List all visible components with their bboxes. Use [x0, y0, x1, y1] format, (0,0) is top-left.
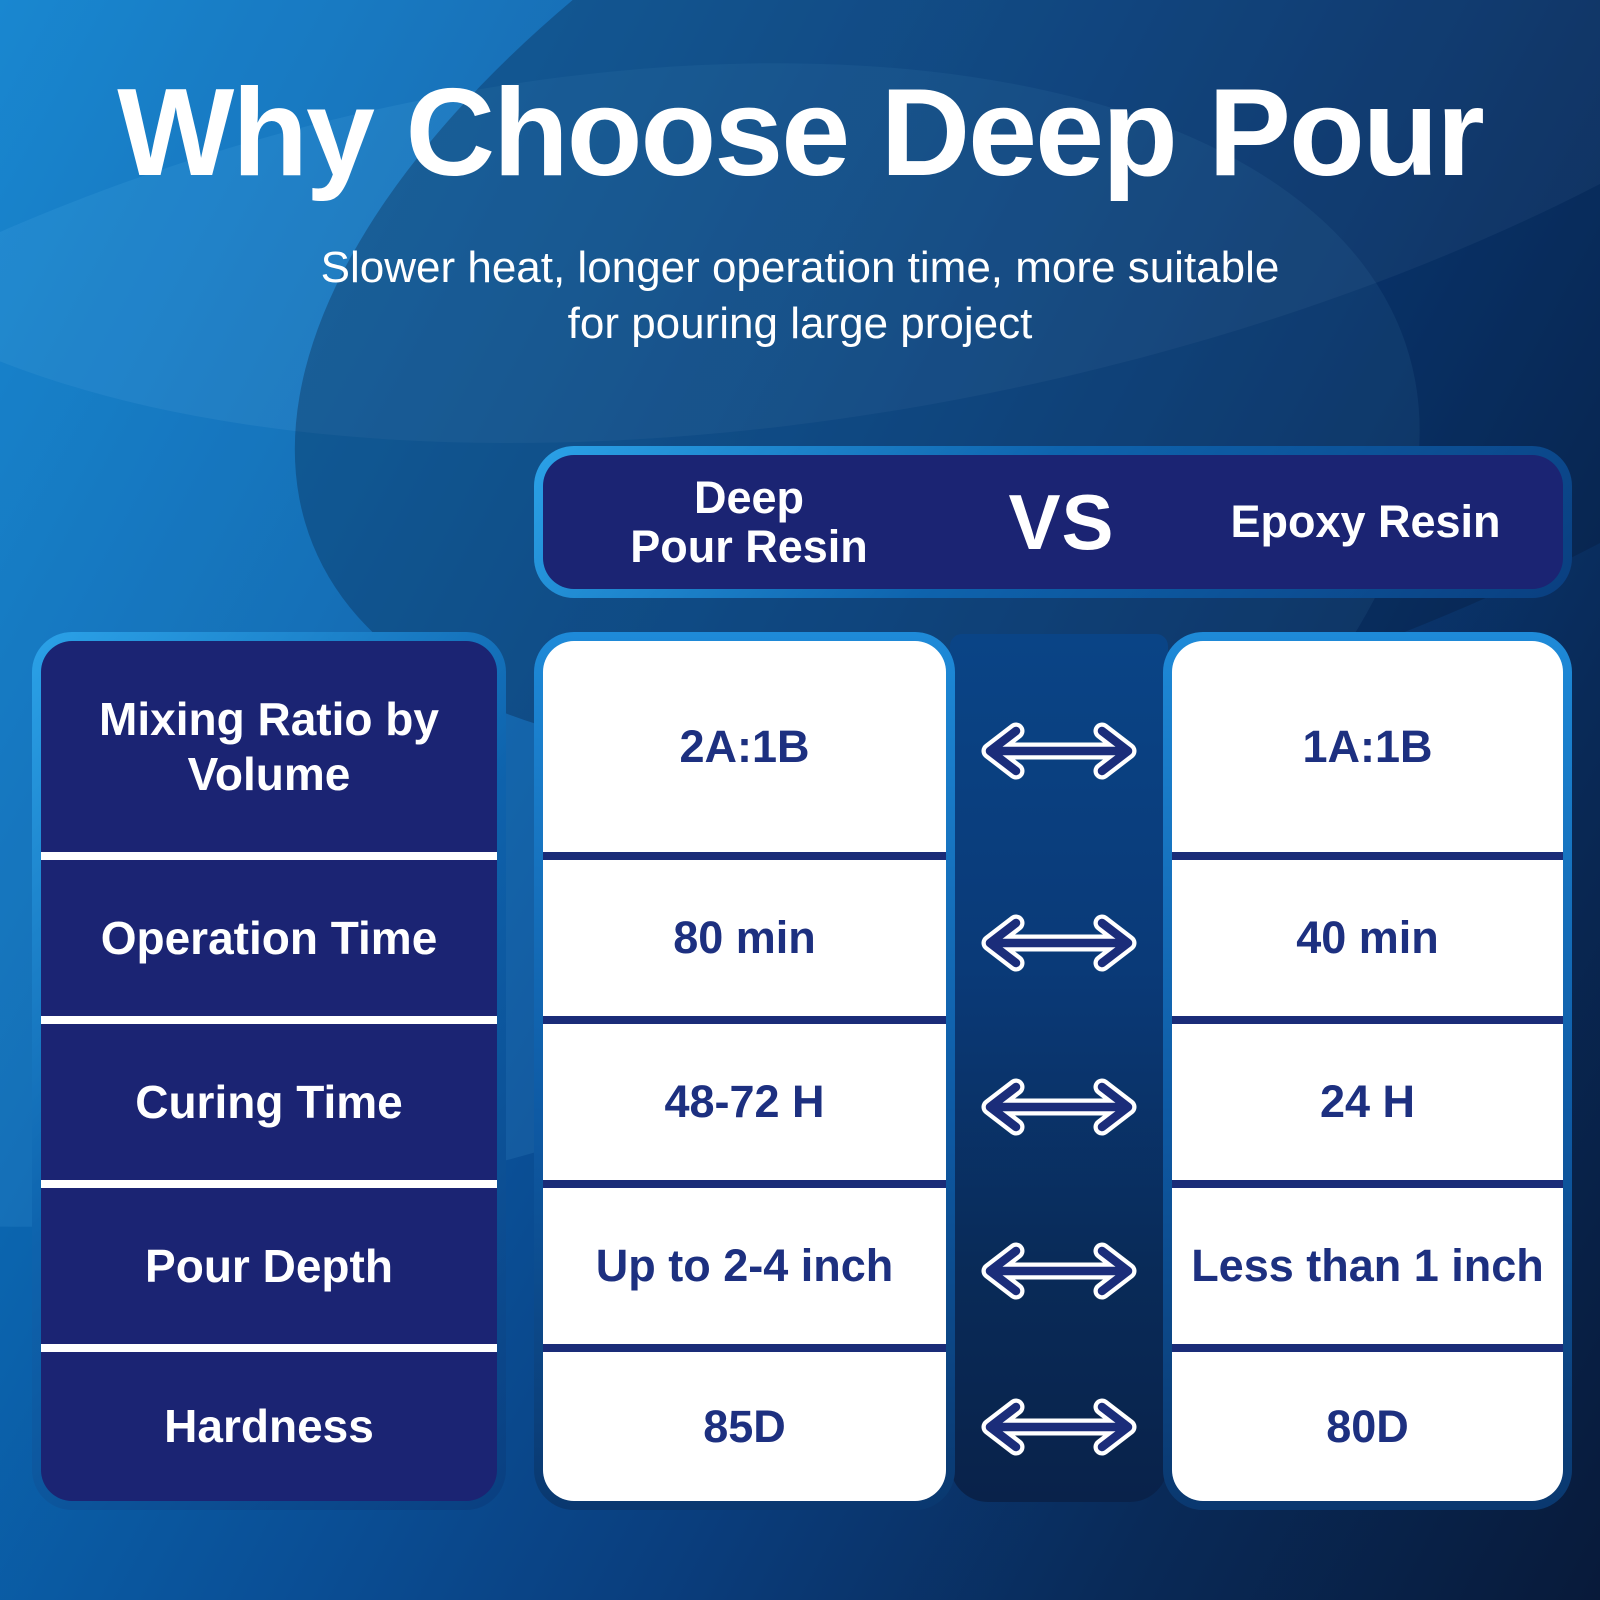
deep-pour-pour-depth-value: Up to 2-4 inch — [543, 1188, 946, 1352]
header-vs-label: VS — [1008, 477, 1115, 566]
metric-label-curing-time: Curing Time — [41, 1024, 497, 1188]
epoxy-values-fill: 1A:1B 40 min 24 H Less than 1 inch 80D — [1172, 641, 1563, 1501]
comparison-header-fill: Deep Pour Resin VS Epoxy Resin — [543, 455, 1563, 589]
double-arrow-icon — [981, 914, 1137, 972]
metric-labels-fill: Mixing Ratio by Volume Operation Time Cu… — [41, 641, 497, 1501]
epoxy-curing-time-value: 24 H — [1172, 1024, 1563, 1188]
double-arrow-icon — [981, 1242, 1137, 1300]
epoxy-operation-time-value: 40 min — [1172, 860, 1563, 1024]
subtitle-line-1: Slower heat, longer operation time, more… — [320, 243, 1280, 292]
header-deep-pour-line1: Deep — [693, 471, 805, 523]
page-title: Why Choose Deep Pour — [117, 64, 1484, 202]
deep-pour-values-panel: 2A:1B 80 min 48-72 H Up to 2-4 inch 85D — [534, 632, 955, 1510]
epoxy-values-panel: 1A:1B 40 min 24 H Less than 1 inch 80D — [1163, 632, 1572, 1510]
deep-pour-hardness-value: 85D — [703, 1400, 786, 1452]
deep-pour-mixing-ratio-value: 2A:1B — [543, 641, 946, 860]
double-arrow-icon — [981, 1398, 1137, 1456]
double-arrow-icon — [981, 1078, 1137, 1136]
epoxy-mixing-ratio-value: 1A:1B — [1172, 641, 1563, 860]
header-epoxy-resin: Epoxy Resin — [1230, 496, 1501, 547]
arrow-strip-background — [950, 634, 1168, 1502]
metric-label-mixing-ratio: Mixing Ratio by Volume — [41, 641, 497, 860]
subtitle-line-2: for pouring large project — [567, 298, 1033, 348]
deep-pour-operation-time-value: 80 min — [543, 860, 946, 1024]
metric-labels-panel: Mixing Ratio by Volume Operation Time Cu… — [32, 632, 506, 1510]
double-arrow-icon — [981, 722, 1137, 780]
header-deep-pour-line2: Pour Resin — [630, 521, 868, 572]
header-deep-pour-resin: Deep Pour Resin — [543, 471, 955, 572]
comparison-header-bar: Deep Pour Resin VS Epoxy Resin — [534, 446, 1572, 598]
page-subtitle: Slower heat, longer operation time, more… — [0, 240, 1600, 352]
metric-label-hardness: Hardness — [164, 1400, 374, 1453]
deep-pour-curing-time-value: 48-72 H — [543, 1024, 946, 1188]
epoxy-hardness-value: 80D — [1326, 1400, 1409, 1452]
deep-pour-values-fill: 2A:1B 80 min 48-72 H Up to 2-4 inch 85D — [543, 641, 946, 1501]
epoxy-pour-depth-value: Less than 1 inch — [1172, 1188, 1563, 1352]
metric-label-operation-time: Operation Time — [41, 860, 497, 1024]
metric-label-pour-depth: Pour Depth — [41, 1188, 497, 1352]
